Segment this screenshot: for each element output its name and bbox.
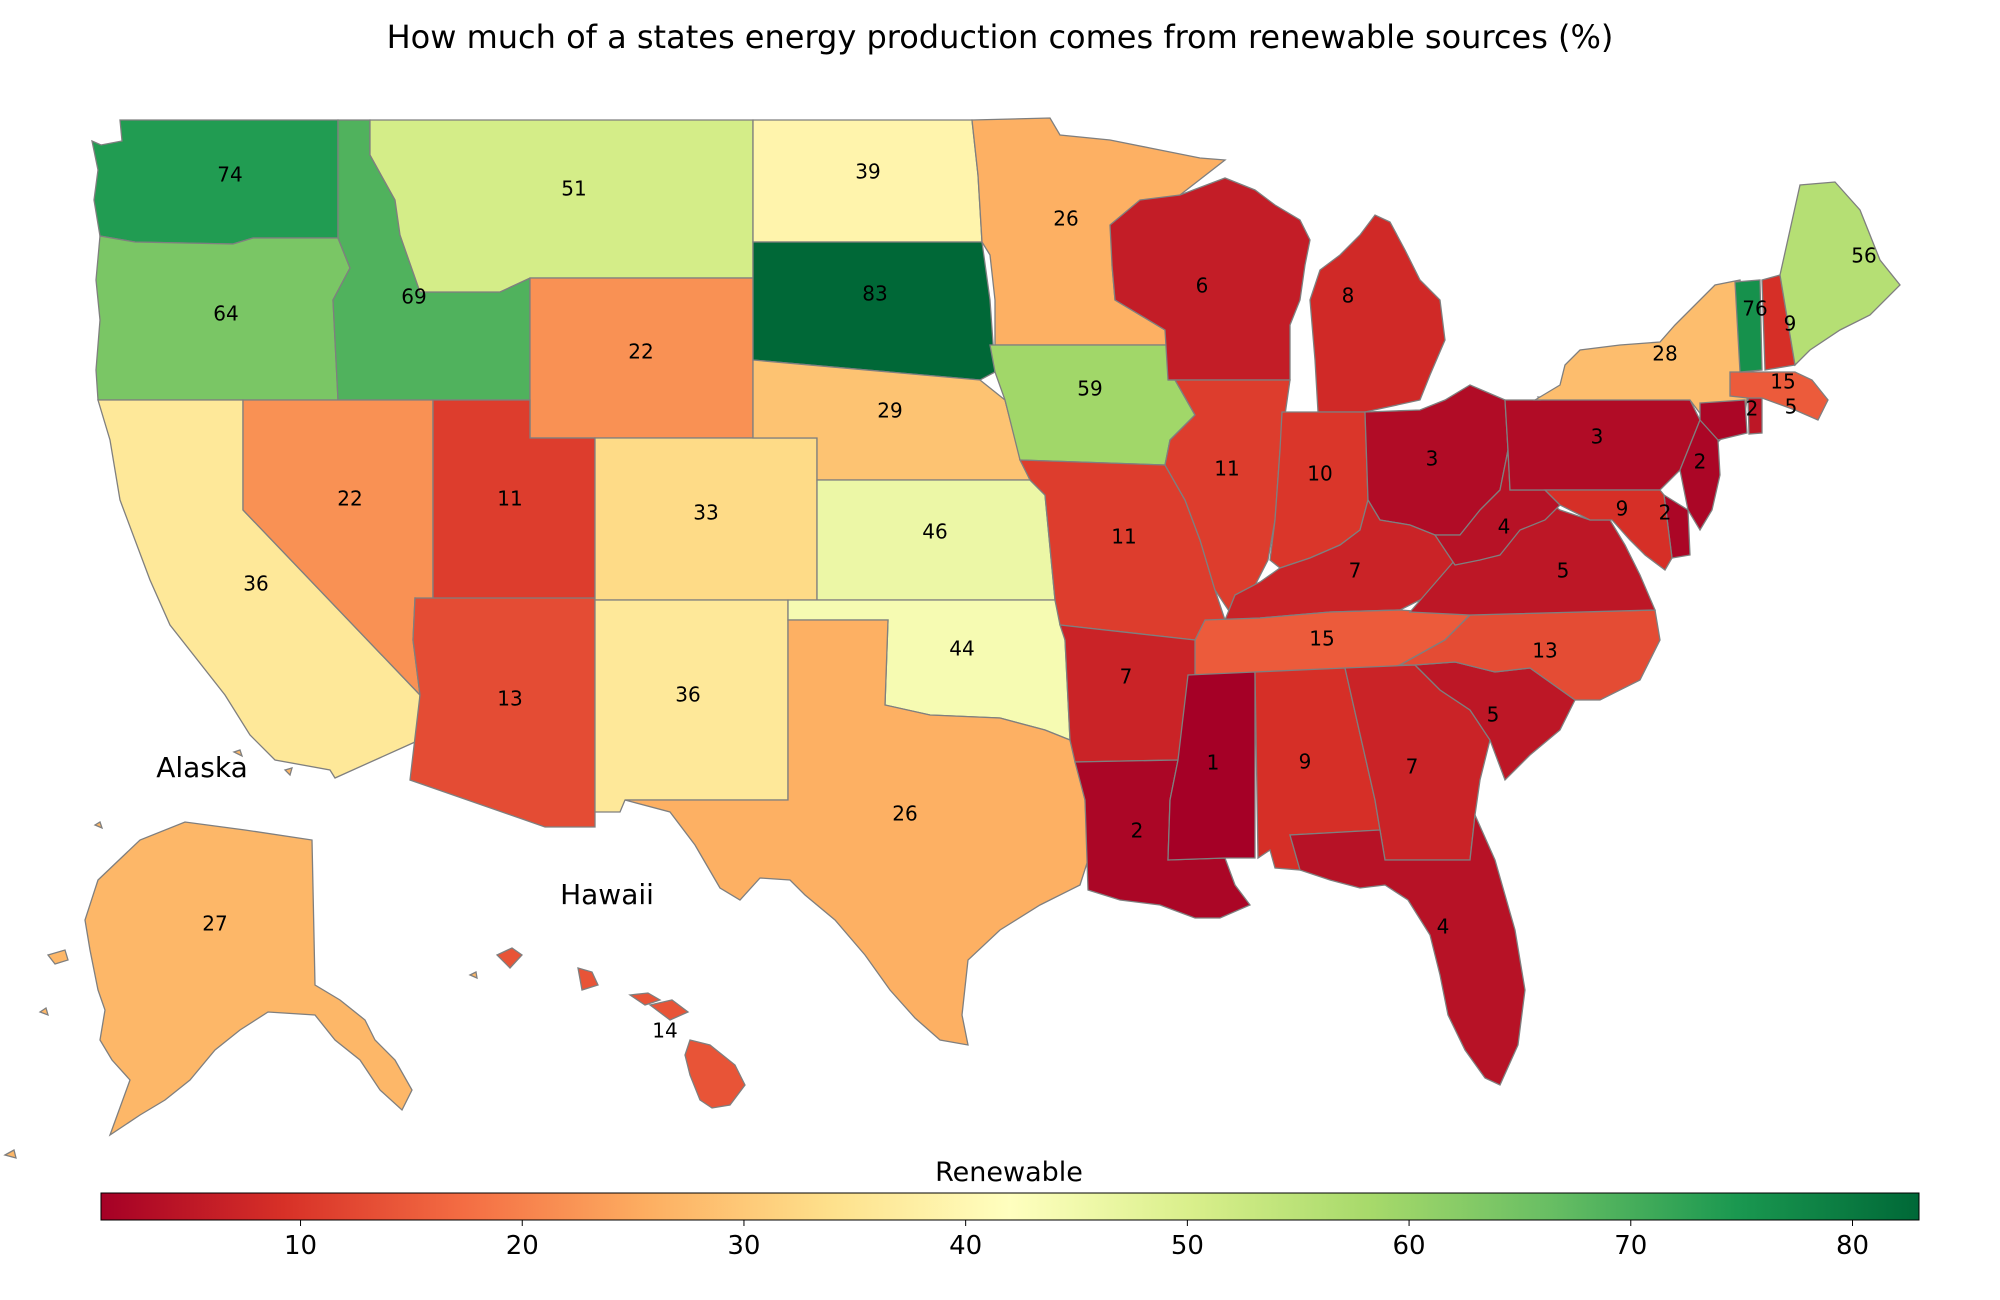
state-value-label-nj: 2 (1694, 450, 1707, 474)
state-value-label-ne: 29 (877, 399, 902, 423)
state-ia (989, 344, 1196, 466)
state-value-label-ms: 1 (1207, 751, 1220, 775)
state-value-label-ct: 2 (1746, 397, 1759, 421)
state-value-label-ma: 15 (1770, 370, 1795, 394)
colorbar: Renewable 10 20 30 40 50 60 70 80 (100, 1157, 1920, 1261)
hawaii-inset-label: Hawaii (560, 878, 654, 911)
island-shape (283, 767, 293, 777)
colorbar-gradient (100, 1192, 1920, 1221)
state-value-label-in: 10 (1307, 462, 1332, 486)
state-value-label-md: 9 (1616, 497, 1629, 521)
state-mt (369, 119, 754, 293)
state-value-label-nh: 9 (1784, 312, 1797, 336)
state-value-label-ut: 11 (497, 487, 522, 511)
colorbar-tick-label: 50 (1171, 1231, 1204, 1261)
state-value-label-co: 33 (693, 501, 718, 525)
state-value-label-vt: 76 (1742, 297, 1767, 321)
state-value-label-ny: 28 (1652, 342, 1677, 366)
state-wi (1109, 177, 1311, 381)
colorbar-tick-label: 70 (1614, 1231, 1647, 1261)
state-value-label-pa: 3 (1591, 425, 1604, 449)
map-title: How much of a states energy production c… (386, 18, 1614, 56)
state-value-label-id: 69 (401, 285, 426, 309)
state-value-label-wa: 74 (217, 163, 242, 187)
state-me (1779, 181, 1901, 367)
colorbar-tick-label: 80 (1836, 1231, 1869, 1261)
colorbar-tick-label: 10 (284, 1231, 317, 1261)
state-value-label-mi: 8 (1342, 284, 1355, 308)
state-value-label-ky: 7 (1349, 559, 1362, 583)
colorbar-tick-label: 60 (1393, 1231, 1426, 1261)
island-shape (232, 749, 244, 758)
state-wa (91, 119, 339, 245)
island-shape (93, 821, 104, 830)
states-layer (3, 117, 1901, 1159)
state-value-label-ia: 59 (1077, 377, 1102, 401)
colorbar-tick-label: 30 (727, 1231, 760, 1261)
state-ct (1699, 399, 1748, 441)
state-value-label-me: 56 (1851, 244, 1876, 268)
state-ma (1729, 371, 1829, 421)
state-hi (495, 947, 746, 1109)
state-value-label-nd: 39 (855, 160, 880, 184)
state-mi (1309, 214, 1446, 413)
state-value-label-ak: 27 (202, 912, 227, 936)
state-value-label-fl: 4 (1437, 915, 1450, 939)
state-value-label-mo: 11 (1111, 525, 1136, 549)
state-value-label-ar: 7 (1120, 665, 1133, 689)
colorbar-ticks: 10 20 30 40 50 60 70 80 (284, 1220, 1869, 1261)
state-value-label-tx: 26 (892, 802, 917, 826)
state-value-label-la: 2 (1131, 819, 1144, 843)
value-labels-layer: 7464366922512211133336398329464426265911… (202, 160, 1876, 1043)
state-value-label-tn: 15 (1309, 627, 1334, 651)
island-shape (3, 1149, 17, 1159)
island-shape (46, 949, 69, 965)
state-value-label-ca: 36 (243, 572, 268, 596)
state-value-label-de: 2 (1659, 501, 1672, 525)
state-value-label-il: 11 (1214, 457, 1239, 481)
state-value-label-ri: 5 (1785, 395, 1798, 419)
state-value-label-sc: 5 (1487, 703, 1500, 727)
state-value-label-wy: 22 (628, 340, 653, 364)
state-value-label-wv: 4 (1498, 515, 1511, 539)
state-value-label-hi: 14 (652, 1019, 677, 1043)
state-fl (1289, 812, 1526, 1086)
state-ar (1059, 624, 1201, 763)
state-value-label-az: 13 (497, 687, 522, 711)
state-value-label-al: 9 (1299, 750, 1312, 774)
colorbar-title: Renewable (935, 1157, 1083, 1188)
state-value-label-or: 64 (213, 302, 238, 326)
state-value-label-nc: 13 (1532, 639, 1557, 663)
state-value-label-mt: 51 (561, 177, 586, 201)
state-sd (752, 241, 996, 381)
colorbar-tick-label: 40 (949, 1231, 982, 1261)
state-value-label-va: 5 (1557, 559, 1570, 583)
state-vt (1734, 279, 1763, 373)
state-value-label-nv: 22 (337, 487, 362, 511)
state-value-label-ok: 44 (949, 637, 974, 661)
state-md (1543, 489, 1673, 571)
alaska-inset-label: Alaska (156, 751, 248, 784)
state-value-label-ks: 46 (922, 520, 947, 544)
state-value-label-wi: 6 (1196, 274, 1209, 298)
state-value-label-oh: 3 (1426, 447, 1439, 471)
state-az (409, 597, 596, 828)
state-value-label-ga: 7 (1406, 755, 1419, 779)
state-ak (84, 821, 413, 1137)
island-shape (38, 1006, 49, 1017)
state-value-label-nm: 36 (675, 683, 700, 707)
state-tx (624, 619, 1089, 1046)
state-value-label-mn: 26 (1053, 207, 1078, 231)
state-value-label-sd: 83 (862, 282, 887, 306)
island-shape (468, 971, 478, 980)
colorbar-tick-label: 20 (506, 1231, 539, 1261)
